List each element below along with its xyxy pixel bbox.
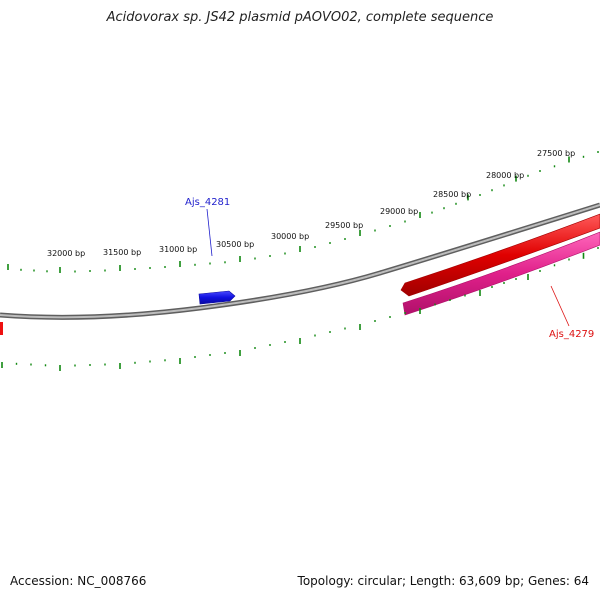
backbone-ring: [0, 202, 600, 320]
tick-label: 32000 bp: [47, 249, 85, 258]
tick-label: 30000 bp: [271, 232, 309, 241]
inner-tick-ring: [1, 247, 599, 371]
tick-label: 31000 bp: [159, 245, 197, 254]
tick-label: 30500 bp: [216, 240, 254, 249]
ajs-4281-leader-line: [206, 208, 213, 257]
gene-ajs-4281[interactable]: [198, 290, 236, 305]
tick-label: 28500 bp: [433, 190, 471, 199]
gene-ajs-4279[interactable]: [402, 231, 600, 316]
map-title: Acidovorax sp. JS42 plasmid pAOVO02, com…: [106, 10, 494, 25]
tick-label: 31500 bp: [103, 248, 141, 257]
tick-label: 27500 bp: [537, 149, 575, 158]
sequence-summary: Topology: circular; Length: 63,609 bp; G…: [297, 574, 589, 588]
tick-label: 29500 bp: [325, 221, 363, 230]
gene-label-ajs-4279[interactable]: Ajs_4279: [549, 329, 594, 340]
ajs-4279-leader-line: [550, 285, 570, 327]
tick-labels: 27500 bp 28000 bp 28500 bp 29000 bp 2950…: [47, 149, 575, 258]
tick-label: 29000 bp: [380, 207, 418, 216]
tick-label: 28000 bp: [486, 171, 524, 180]
red-feature[interactable]: [400, 213, 600, 297]
red-feature-left[interactable]: [0, 322, 3, 335]
outer-tick-ring: [7, 151, 599, 273]
gene-label-ajs-4281[interactable]: Ajs_4281: [185, 197, 230, 208]
accession-text: Accession: NC_008766: [10, 574, 147, 588]
